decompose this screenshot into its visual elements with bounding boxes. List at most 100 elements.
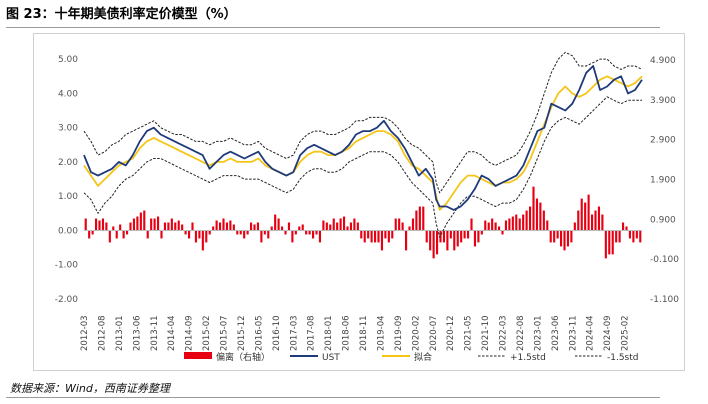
- x-tick-label: 2016-05: [254, 315, 264, 351]
- right-tick-label: 2.900: [650, 136, 676, 146]
- left-tick-label: 4.00: [58, 89, 78, 99]
- deviation-bar: [163, 222, 167, 231]
- chart: -2.00 -1.00 0.00 1.00 2.00 3.00 4.00 5.00 -1.10…: [55, 51, 679, 363]
- deviation-bar: [429, 230, 432, 251]
- deviation-bar: [108, 230, 111, 243]
- deviation-bar: [201, 230, 204, 251]
- x-tick-label: 2013-01: [115, 315, 125, 351]
- deviation-bar: [377, 230, 380, 243]
- deviation-bar: [301, 224, 304, 231]
- deviation-bar: [236, 230, 239, 235]
- deviation-bar: [243, 230, 246, 239]
- chart-frame: -2.00 -1.00 0.00 1.00 2.00 3.00 4.00 5.00 -1.10…: [33, 33, 685, 371]
- deviation-bar: [601, 214, 604, 231]
- deviation-bar: [401, 222, 404, 231]
- deviation-bar: [353, 218, 356, 231]
- deviation-bar: [563, 230, 566, 251]
- deviation-bar: [88, 230, 91, 239]
- deviation-bar: [373, 230, 377, 243]
- deviation-bar: [473, 230, 477, 247]
- deviation-bar: [98, 220, 101, 231]
- deviation-bar: [170, 218, 173, 231]
- deviation-bar: [160, 230, 163, 239]
- deviation-bar: [635, 230, 638, 239]
- x-tick-label: 2017-08: [307, 315, 317, 351]
- deviation-bar: [339, 218, 342, 231]
- deviation-bar: [584, 202, 587, 231]
- deviation-bar: [119, 224, 122, 231]
- x-tick-label: 2015-07: [220, 315, 230, 351]
- x-tick-label: 2024-09: [603, 315, 613, 351]
- deviation-bar: [615, 230, 618, 243]
- deviation-bar: [449, 230, 452, 239]
- x-tick-label: 2015-02: [202, 315, 212, 351]
- deviation-bar: [174, 222, 177, 231]
- right-tick-label: 1.900: [650, 175, 676, 185]
- x-tick-label: 2021-10: [481, 315, 491, 351]
- deviation-bar: [549, 230, 552, 243]
- deviation-bar: [370, 230, 373, 243]
- deviation-bar: [198, 230, 201, 239]
- x-tick-label: 2014-04: [167, 315, 177, 351]
- deviation-bar: [604, 230, 607, 259]
- x-tick-label: 2012-03: [80, 315, 90, 351]
- deviation-bar: [298, 226, 301, 231]
- x-tick-label: 2023-01: [533, 315, 543, 351]
- x-tick-label: 2024-04: [586, 315, 596, 351]
- deviation-bar: [511, 216, 514, 231]
- deviation-bar: [277, 218, 280, 231]
- deviation-bar: [156, 216, 160, 231]
- deviation-bar: [315, 230, 318, 235]
- deviation-bar: [239, 230, 242, 235]
- deviation-bar: [632, 230, 635, 243]
- deviation-bar: [639, 230, 642, 243]
- line-plus-1-5std: [83, 51, 643, 194]
- deviation-bar: [597, 206, 601, 231]
- x-tick-label: 2019-04: [376, 315, 386, 351]
- deviation-bar: [294, 230, 297, 235]
- deviation-bar: [208, 230, 211, 235]
- deviation-bar: [356, 222, 359, 231]
- deviation-bar: [205, 230, 208, 243]
- deviation-bar: [425, 230, 428, 243]
- left-tick-label: 1.00: [58, 192, 78, 202]
- deviation-bar: [150, 218, 153, 231]
- deviation-bar: [274, 214, 277, 231]
- deviation-bar: [308, 230, 311, 235]
- deviation-bar: [329, 224, 332, 231]
- x-tick-label: 2022-08: [516, 315, 526, 351]
- deviation-bar: [229, 220, 232, 231]
- deviation-bar: [225, 222, 229, 231]
- deviation-bar: [380, 230, 384, 251]
- deviation-bar: [187, 230, 191, 239]
- deviation-bar: [559, 230, 563, 247]
- deviation-bar: [153, 218, 156, 231]
- deviation-bar: [115, 230, 118, 239]
- deviation-bar: [470, 218, 473, 231]
- deviation-bar: [532, 186, 535, 231]
- deviation-bar: [539, 202, 542, 231]
- x-tick-label: 2013-11: [150, 315, 160, 351]
- deviation-bar: [346, 226, 349, 231]
- title-divider: [6, 27, 660, 28]
- deviation-bar: [194, 230, 198, 243]
- deviation-bar: [336, 222, 339, 231]
- deviation-bar: [125, 230, 129, 235]
- deviation-bar: [525, 210, 528, 231]
- deviation-bar: [280, 226, 284, 231]
- deviation-bar: [139, 212, 142, 231]
- deviation-bar: [284, 230, 287, 235]
- deviation-bar: [415, 210, 418, 231]
- deviation-bar: [435, 230, 439, 255]
- deviation-bar: [246, 230, 249, 235]
- deviation-bar: [487, 222, 490, 231]
- deviation-bar: [391, 230, 394, 239]
- deviation-bars: [84, 186, 642, 259]
- deviation-bar: [260, 230, 263, 243]
- deviation-bar: [628, 230, 632, 239]
- deviation-bar: [460, 230, 463, 243]
- deviation-bar: [446, 230, 449, 251]
- deviation-bar: [542, 210, 545, 231]
- deviation-bar: [105, 222, 108, 231]
- deviation-bar: [608, 230, 611, 255]
